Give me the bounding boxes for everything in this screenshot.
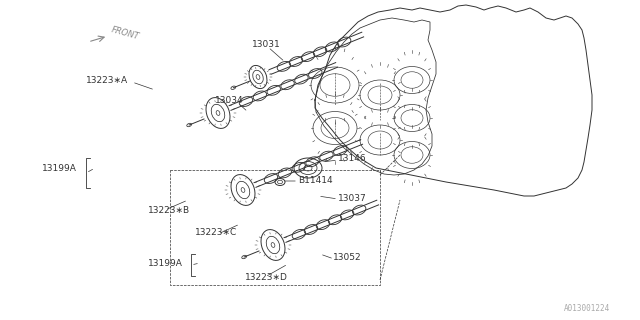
Text: FRONT: FRONT	[110, 25, 140, 41]
Text: B11414: B11414	[298, 175, 333, 185]
Text: 13223∗B: 13223∗B	[148, 205, 190, 214]
Text: 13146: 13146	[338, 154, 367, 163]
Text: 13199A: 13199A	[148, 259, 183, 268]
Text: 13037: 13037	[338, 194, 367, 203]
Text: 13223∗C: 13223∗C	[195, 228, 237, 236]
Text: 13052: 13052	[333, 253, 362, 262]
Text: 13223∗D: 13223∗D	[245, 274, 288, 283]
Text: 13034: 13034	[215, 95, 244, 105]
Text: 13031: 13031	[252, 39, 281, 49]
Text: A013001224: A013001224	[564, 304, 610, 313]
Text: 13199A: 13199A	[42, 164, 77, 172]
Text: 13223∗A: 13223∗A	[86, 76, 128, 84]
